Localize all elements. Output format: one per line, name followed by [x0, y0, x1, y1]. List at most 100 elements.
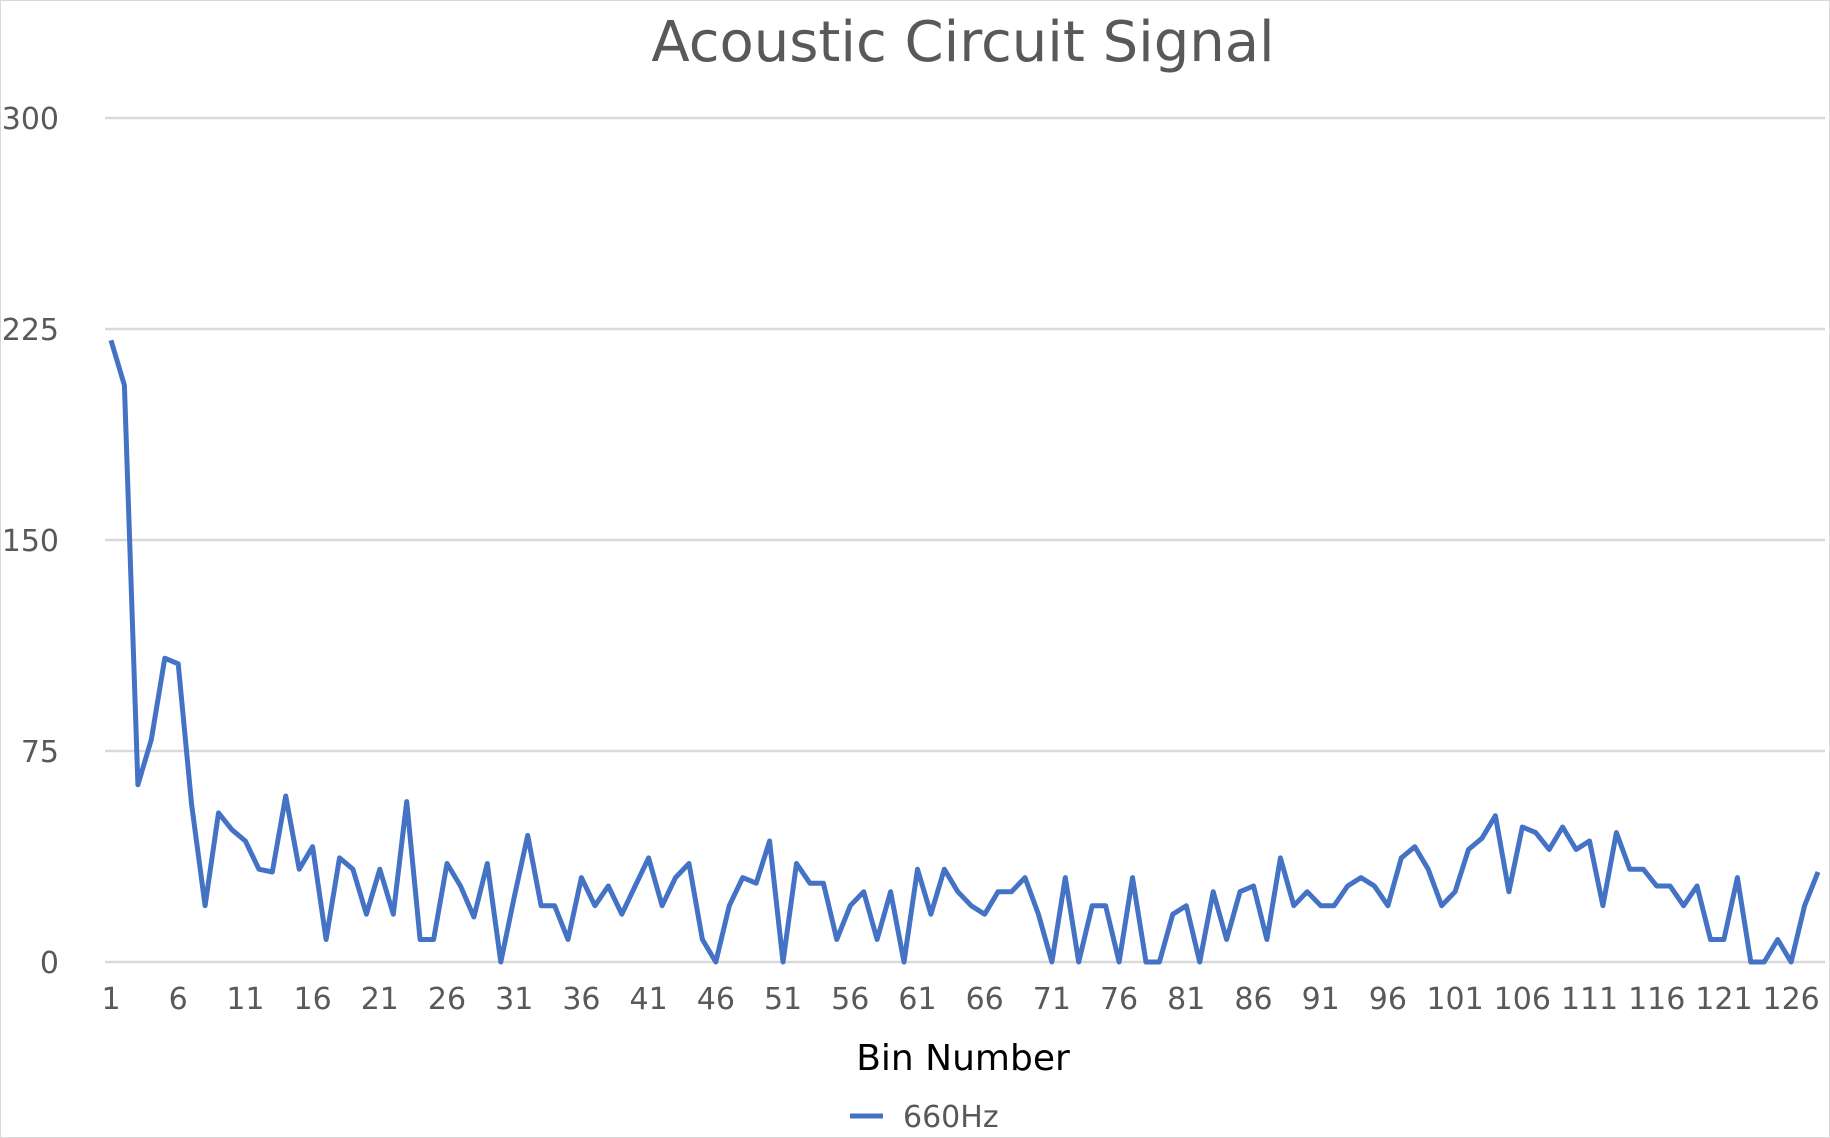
data-point [311, 845, 315, 849]
gridlines [105, 116, 1825, 964]
data-point [217, 811, 221, 815]
data-point [485, 862, 489, 866]
data-point [875, 938, 879, 942]
data-point [714, 960, 718, 964]
x-tick-label: 96 [1369, 982, 1407, 1017]
data-point [996, 890, 1000, 894]
data-point [889, 890, 893, 894]
y-axis-ticks: 0 75 150 225 300 [2, 102, 59, 981]
data-point [391, 912, 395, 916]
data-point [1467, 848, 1471, 852]
data-point [821, 881, 825, 885]
series-line-660hz [108, 339, 1821, 965]
x-tick-label: 126 [1762, 982, 1819, 1017]
data-point [405, 800, 409, 804]
data-point [297, 867, 301, 871]
data-point [1063, 876, 1067, 880]
x-tick-label: 56 [831, 982, 869, 1017]
data-point [835, 938, 839, 942]
x-tick-label: 111 [1561, 982, 1618, 1017]
data-point [647, 856, 651, 860]
data-point [1211, 890, 1215, 894]
x-axis-ticks: 1 6 11 16 21 26 31 36 41 46 51 56 61 66 71 76 81 86 91 96 10… [101, 982, 1819, 1017]
x-tick-label: 86 [1234, 982, 1272, 1017]
x-tick-label: 6 [169, 982, 188, 1017]
x-tick-label: 36 [562, 982, 600, 1017]
data-point [781, 960, 785, 964]
data-point [1265, 938, 1269, 942]
data-point [1144, 960, 1148, 964]
data-point [378, 867, 382, 871]
x-tick-label: 66 [966, 982, 1004, 1017]
y-tick-label: 150 [2, 524, 59, 559]
data-point [754, 881, 758, 885]
data-point [1292, 904, 1296, 908]
data-point [1104, 904, 1108, 908]
data-point [243, 839, 247, 843]
data-point [1614, 831, 1618, 835]
data-point [1534, 831, 1538, 835]
data-point [727, 904, 731, 908]
data-point [1184, 904, 1188, 908]
data-point [190, 803, 194, 807]
data-point [526, 833, 530, 837]
data-point [687, 862, 691, 866]
data-point [445, 862, 449, 866]
data-point [539, 904, 543, 908]
data-point [1507, 890, 1511, 894]
data-point [1588, 839, 1592, 843]
chart-title: Acoustic Circuit Signal [651, 10, 1274, 75]
x-tick-label: 101 [1426, 982, 1483, 1017]
data-point [1803, 904, 1807, 908]
data-point [674, 876, 678, 880]
x-tick-label: 106 [1494, 982, 1551, 1017]
data-point [660, 904, 664, 908]
data-point [1399, 856, 1403, 860]
x-tick-label: 21 [361, 982, 399, 1017]
data-point [942, 867, 946, 871]
legend: 660Hz [850, 1100, 999, 1135]
data-point [1198, 960, 1202, 964]
data-point [848, 904, 852, 908]
data-point [1332, 904, 1336, 908]
data-point [579, 876, 583, 880]
data-point [1171, 912, 1175, 916]
data-point [1816, 870, 1820, 874]
data-point [459, 884, 463, 888]
y-tick-label: 225 [2, 313, 59, 348]
data-point [324, 938, 328, 942]
data-point [338, 856, 342, 860]
data-point [1628, 867, 1632, 871]
data-point [109, 338, 113, 342]
data-point [1050, 960, 1054, 964]
data-point [418, 938, 422, 942]
series-layer [108, 338, 1821, 965]
data-point [1157, 960, 1161, 964]
data-point [606, 884, 610, 888]
data-point [808, 881, 812, 885]
data-point [566, 938, 570, 942]
x-tick-label: 51 [764, 982, 802, 1017]
data-point [1346, 884, 1350, 888]
x-tick-label: 1 [101, 982, 120, 1017]
data-point [1077, 960, 1081, 964]
data-point [553, 904, 557, 908]
data-point [163, 656, 167, 660]
data-point [1386, 904, 1390, 908]
data-point [1480, 836, 1484, 840]
data-point [203, 904, 207, 908]
data-point [149, 738, 153, 742]
data-point [1574, 848, 1578, 852]
data-point [364, 912, 368, 916]
data-point [633, 884, 637, 888]
data-point [257, 867, 261, 871]
data-point [1493, 814, 1497, 818]
data-point [1695, 884, 1699, 888]
data-point [1749, 960, 1753, 964]
data-point [929, 912, 933, 916]
data-point [1359, 876, 1363, 880]
data-point [1413, 845, 1417, 849]
x-tick-label: 81 [1167, 982, 1205, 1017]
x-tick-label: 11 [226, 982, 264, 1017]
